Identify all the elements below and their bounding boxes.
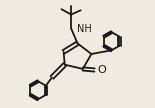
Text: NH: NH	[77, 25, 92, 34]
Text: O: O	[97, 65, 106, 75]
